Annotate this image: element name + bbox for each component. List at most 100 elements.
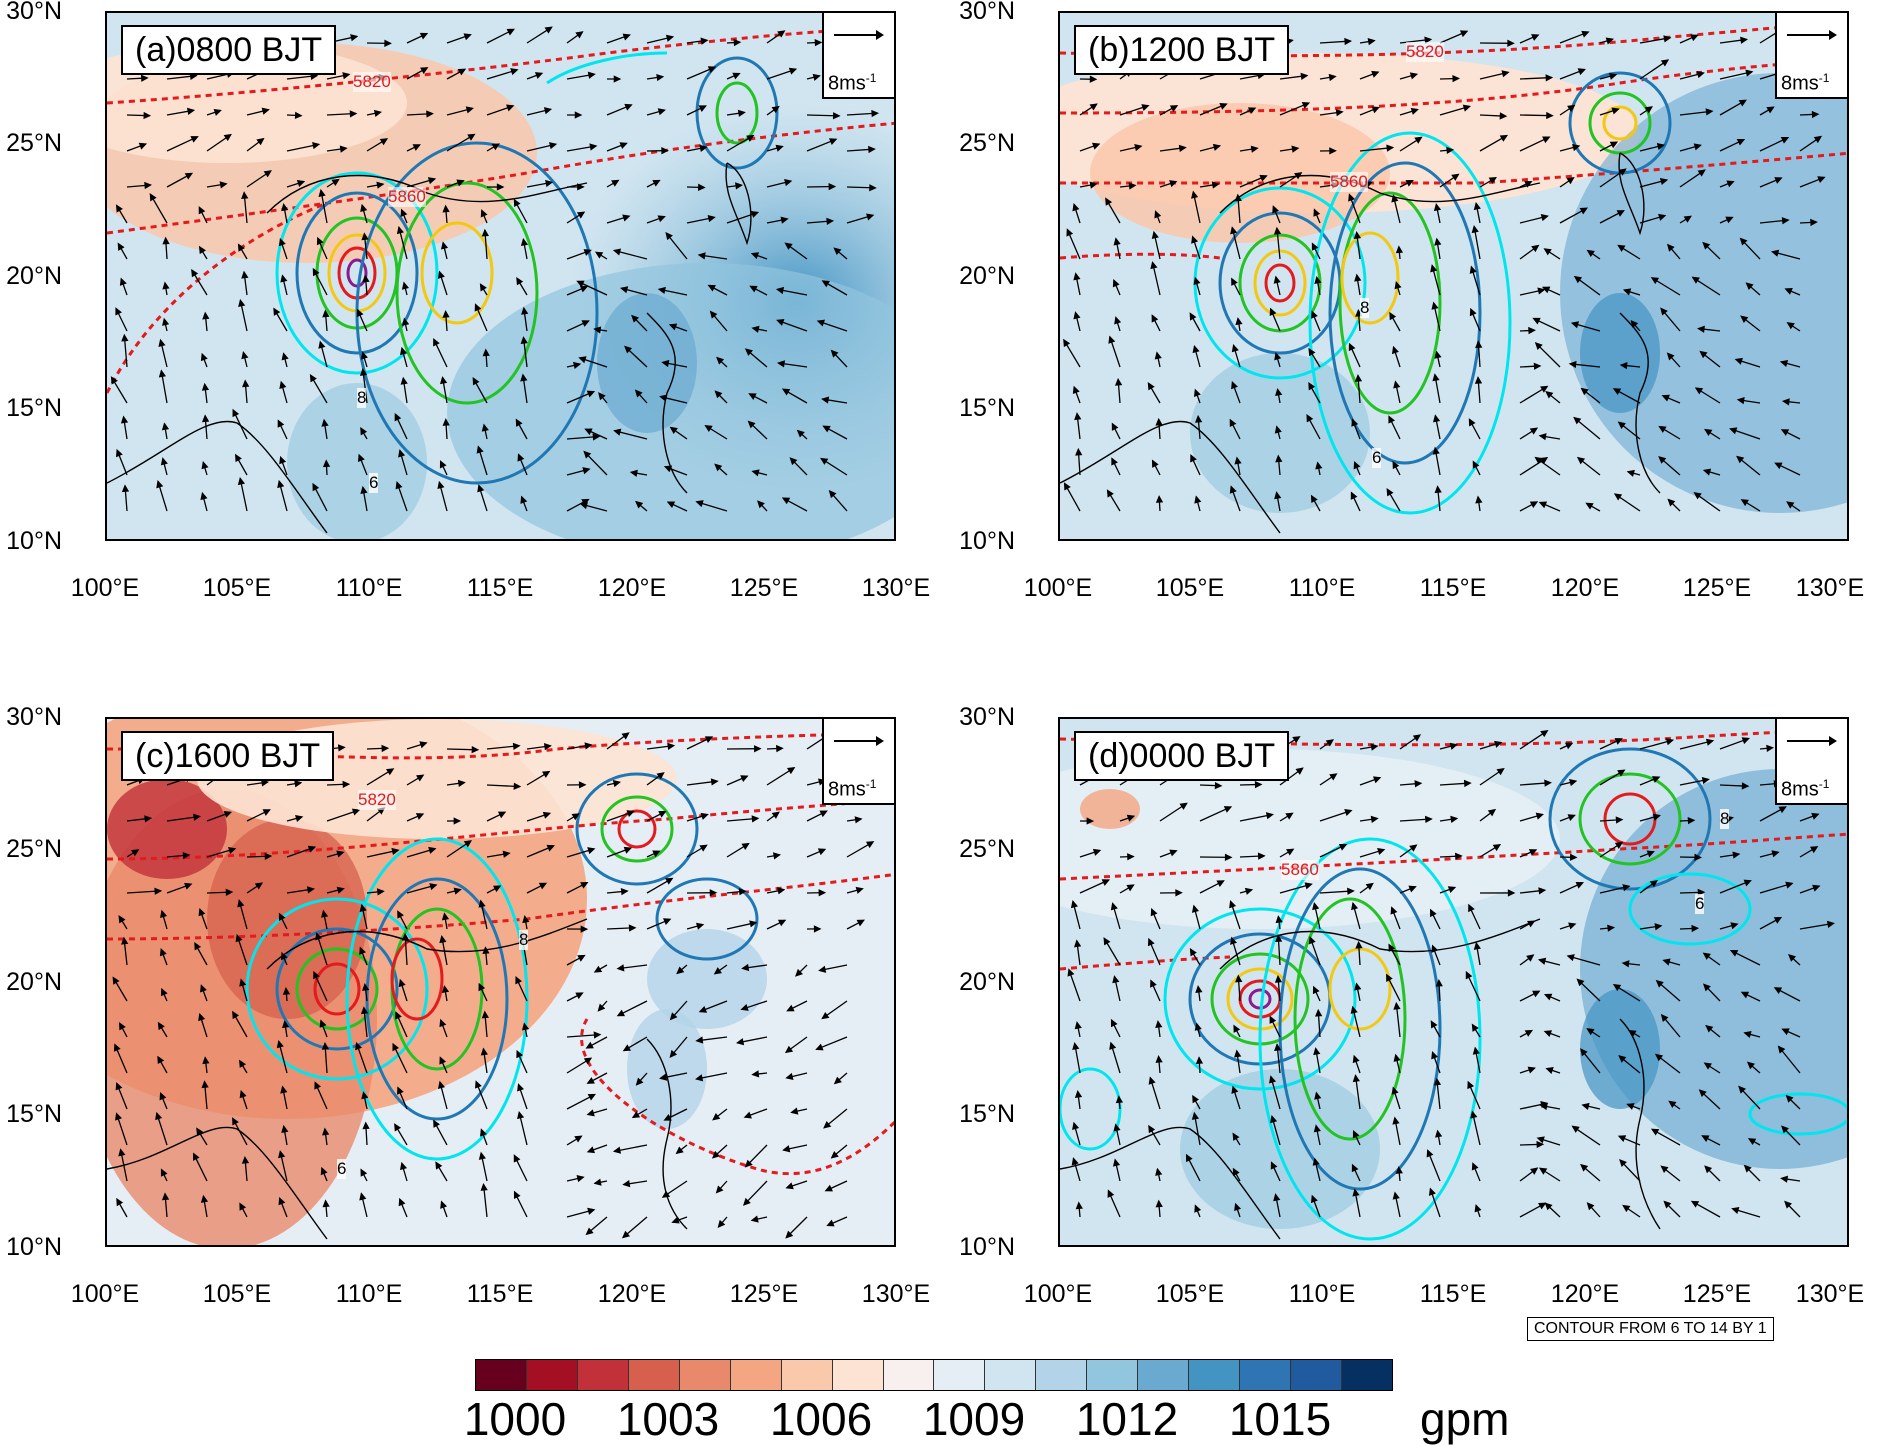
colorbar-swatch-4 bbox=[680, 1360, 731, 1390]
y-tick-c-25: 25°N bbox=[0, 835, 62, 864]
x-tick-a-110: 110°E bbox=[309, 574, 429, 603]
contour-label-b-5860: 5860 bbox=[1330, 172, 1368, 192]
x-tick-b-115: 115°E bbox=[1393, 574, 1513, 603]
map-field-b bbox=[1060, 13, 1849, 541]
x-tick-c-115: 115°E bbox=[440, 1280, 560, 1309]
colorbar-swatch-7 bbox=[833, 1360, 884, 1390]
colorbar-swatch-6 bbox=[782, 1360, 833, 1390]
isoline-label-c-6: 6 bbox=[337, 1159, 346, 1179]
x-tick-c-105: 105°E bbox=[177, 1280, 297, 1309]
panel-label-d: (d)0000 BJT bbox=[1074, 731, 1289, 781]
colorbar-swatch-0 bbox=[476, 1360, 527, 1390]
isoline-label-a-6: 6 bbox=[369, 473, 378, 493]
isoline-label-d-6: 6 bbox=[1695, 894, 1704, 914]
colorbar-swatch-16 bbox=[1291, 1360, 1342, 1390]
reference-vector-arrow-b bbox=[1785, 25, 1841, 45]
map-field-d bbox=[1060, 719, 1849, 1247]
colorbar-swatch-15 bbox=[1240, 1360, 1291, 1390]
x-tick-c-120: 120°E bbox=[572, 1280, 692, 1309]
panel-label-a: (a)0800 BJT bbox=[121, 25, 336, 75]
y-tick-b-30: 30°N bbox=[925, 0, 1015, 26]
x-tick-c-130: 130°E bbox=[836, 1280, 956, 1309]
colorbar-swatch-11 bbox=[1036, 1360, 1087, 1390]
colorbar-tick-1003: 1003 bbox=[603, 1392, 733, 1446]
x-tick-c-125: 125°E bbox=[704, 1280, 824, 1309]
x-tick-a-130: 130°E bbox=[836, 574, 956, 603]
reference-vector-box-d: 8ms-1 bbox=[1775, 717, 1849, 805]
y-tick-a-20: 20°N bbox=[0, 262, 62, 291]
contour-label-b-5820: 5820 bbox=[1406, 42, 1444, 62]
x-tick-b-125: 125°E bbox=[1657, 574, 1777, 603]
x-tick-b-110: 110°E bbox=[1262, 574, 1382, 603]
colorbar-swatch-10 bbox=[985, 1360, 1036, 1390]
colorbar-swatch-3 bbox=[629, 1360, 680, 1390]
x-tick-d-130: 130°E bbox=[1770, 1280, 1890, 1309]
x-tick-c-110: 110°E bbox=[309, 1280, 429, 1309]
colorbar-swatch-17 bbox=[1342, 1360, 1392, 1390]
y-tick-c-10: 10°N bbox=[0, 1233, 62, 1262]
reference-vector-box-b: 8ms-1 bbox=[1775, 11, 1849, 99]
x-tick-d-120: 120°E bbox=[1525, 1280, 1645, 1309]
reference-vector-label-d: 8ms-1 bbox=[1781, 777, 1829, 802]
y-tick-d-20: 20°N bbox=[925, 968, 1015, 997]
x-tick-b-105: 105°E bbox=[1130, 574, 1250, 603]
x-tick-d-105: 105°E bbox=[1130, 1280, 1250, 1309]
reference-vector-box-a: 8ms-1 bbox=[822, 11, 896, 99]
reference-vector-label-c: 8ms-1 bbox=[828, 777, 876, 802]
reference-vector-arrow-d bbox=[1785, 731, 1841, 751]
y-tick-b-20: 20°N bbox=[925, 262, 1015, 291]
colorbar-swatch-1 bbox=[527, 1360, 578, 1390]
x-tick-b-130: 130°E bbox=[1770, 574, 1890, 603]
map-field-a bbox=[107, 13, 896, 541]
colorbar-swatch-14 bbox=[1189, 1360, 1240, 1390]
reference-vector-label-a: 8ms-1 bbox=[828, 71, 876, 96]
map-plot-a: (a)0800 BJT 8ms-1 5820 5860 8 6 bbox=[105, 11, 896, 541]
y-tick-a-10: 10°N bbox=[0, 527, 62, 556]
y-tick-c-30: 30°N bbox=[0, 703, 62, 732]
colorbar bbox=[475, 1359, 1393, 1391]
y-tick-a-25: 25°N bbox=[0, 129, 62, 158]
colorbar-unit: gpm bbox=[1420, 1392, 1509, 1446]
y-tick-c-15: 15°N bbox=[0, 1100, 62, 1129]
y-tick-b-25: 25°N bbox=[925, 129, 1015, 158]
reference-vector-arrow-c bbox=[832, 731, 888, 751]
map-plot-c: (c)1600 BJT 8ms-1 5820 8 6 bbox=[105, 717, 896, 1247]
x-tick-a-120: 120°E bbox=[572, 574, 692, 603]
x-tick-a-105: 105°E bbox=[177, 574, 297, 603]
map-plot-d: (d)0000 BJT 8ms-1 5860 8 6 bbox=[1058, 717, 1849, 1247]
colorbar-swatch-5 bbox=[731, 1360, 782, 1390]
x-tick-d-125: 125°E bbox=[1657, 1280, 1777, 1309]
colorbar-swatch-8 bbox=[884, 1360, 935, 1390]
colorbar-swatch-2 bbox=[578, 1360, 629, 1390]
isoline-label-d-8: 8 bbox=[1720, 809, 1729, 829]
colorbar-swatch-12 bbox=[1087, 1360, 1138, 1390]
contour-label-a-5820: 5820 bbox=[353, 72, 391, 92]
y-tick-b-15: 15°N bbox=[925, 394, 1015, 423]
y-tick-d-10: 10°N bbox=[925, 1233, 1015, 1262]
colorbar-tick-1015: 1015 bbox=[1215, 1392, 1345, 1446]
contour-label-c-5820: 5820 bbox=[358, 790, 396, 810]
isoline-label-a-8: 8 bbox=[357, 388, 366, 408]
x-tick-c-100: 100°E bbox=[45, 1280, 165, 1309]
panel-label-c: (c)1600 BJT bbox=[121, 731, 334, 781]
contour-label-d-5860: 5860 bbox=[1281, 860, 1319, 880]
x-tick-d-110: 110°E bbox=[1262, 1280, 1382, 1309]
colorbar-swatch-9 bbox=[934, 1360, 985, 1390]
x-tick-d-100: 100°E bbox=[998, 1280, 1118, 1309]
x-tick-a-125: 125°E bbox=[704, 574, 824, 603]
x-tick-b-120: 120°E bbox=[1525, 574, 1645, 603]
isoline-label-c-8: 8 bbox=[519, 930, 528, 950]
x-tick-b-100: 100°E bbox=[998, 574, 1118, 603]
colorbar-tick-1009: 1009 bbox=[909, 1392, 1039, 1446]
colorbar-swatch-13 bbox=[1138, 1360, 1189, 1390]
y-tick-c-20: 20°N bbox=[0, 968, 62, 997]
y-tick-a-15: 15°N bbox=[0, 394, 62, 423]
colorbar-tick-1000: 1000 bbox=[450, 1392, 580, 1446]
reference-vector-label-b: 8ms-1 bbox=[1781, 71, 1829, 96]
map-field-c bbox=[107, 719, 896, 1247]
x-tick-a-100: 100°E bbox=[45, 574, 165, 603]
isoline-label-b-8: 8 bbox=[1360, 298, 1369, 318]
contour-label-a-5860: 5860 bbox=[388, 187, 426, 207]
y-tick-d-15: 15°N bbox=[925, 1100, 1015, 1129]
map-plot-b: (b)1200 BJT 8ms-1 5820 5860 8 6 bbox=[1058, 11, 1849, 541]
